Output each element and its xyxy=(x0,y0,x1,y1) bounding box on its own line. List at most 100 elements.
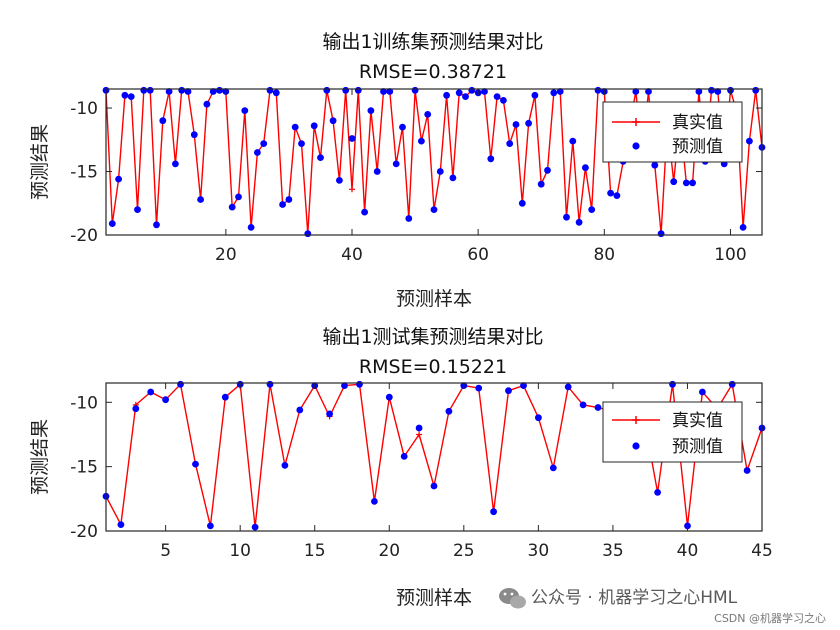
test-ytick-label: -15 xyxy=(70,458,98,478)
test-true-point xyxy=(416,431,423,438)
test-x-axis-label: 预测样本 xyxy=(396,587,472,609)
train-pred-point xyxy=(455,89,463,97)
test-pred-point xyxy=(251,523,259,531)
train-pred-point xyxy=(556,88,564,95)
train-pred-point xyxy=(563,213,570,221)
watermark-sub: CSDN @机器学习之心 xyxy=(714,611,826,625)
train-pred-point xyxy=(714,88,722,95)
test-pred-point xyxy=(728,380,736,388)
train-pred-point xyxy=(342,86,350,94)
test-pred-point xyxy=(177,380,184,388)
train-legend-true-label: 真实值 xyxy=(672,113,723,133)
train-pred-point xyxy=(411,86,419,94)
train-pred-point xyxy=(354,86,362,94)
train-pred-point xyxy=(594,86,602,94)
test-legend-box xyxy=(602,401,743,463)
test-pred-point xyxy=(132,405,140,413)
train-pred-point xyxy=(739,224,747,231)
test-pred-point xyxy=(341,382,348,389)
test-pred-point xyxy=(371,498,378,505)
test-xtick-label: 10 xyxy=(229,541,251,561)
test-legend-pred-marker xyxy=(632,442,640,450)
train-pred-point xyxy=(272,89,280,97)
train-pred-point xyxy=(121,91,129,99)
train-pred-point xyxy=(108,220,116,228)
train-pred-point xyxy=(329,117,337,125)
test-pred-point xyxy=(415,424,423,432)
train-pred-point xyxy=(228,203,236,211)
train-pred-point xyxy=(184,88,192,95)
train-pred-point xyxy=(348,135,356,142)
train-legend: 真实值 预测值 xyxy=(602,101,743,163)
train-pred-point xyxy=(153,221,160,229)
test-series-layer xyxy=(102,380,766,531)
test-chart-title: 输出1测试集预测结果对比 xyxy=(322,326,543,348)
train-pred-point xyxy=(209,88,217,95)
train-legend-true-marker xyxy=(632,118,640,126)
test-pred-point xyxy=(594,404,602,411)
test-pred-point xyxy=(505,387,512,395)
train-xtick-label: 60 xyxy=(467,245,489,265)
test-chart: 输出1测试集预测结果对比 RMSE=0.15221 5 10 15 20 25 30 35 4… xyxy=(29,326,773,609)
train-pred-point xyxy=(405,215,413,222)
test-chart-subtitle: RMSE=0.15221 xyxy=(359,356,507,378)
test-pred-point xyxy=(699,388,706,396)
train-pred-point xyxy=(544,166,551,174)
test-pred-point xyxy=(490,508,497,516)
test-pred-point xyxy=(535,414,542,422)
train-y-axis-label: 预测结果 xyxy=(29,124,51,200)
train-pred-point xyxy=(575,218,583,226)
train-pred-point xyxy=(689,179,696,187)
train-pred-point xyxy=(235,193,242,201)
train-pred-point xyxy=(632,88,640,95)
test-axes-box xyxy=(105,382,763,532)
train-pred-point xyxy=(159,117,167,125)
train-axes-box xyxy=(105,88,763,236)
test-pred-point xyxy=(385,393,393,401)
test-pred-point xyxy=(564,383,572,391)
test-ytick-label: -10 xyxy=(70,393,98,413)
train-pred-point xyxy=(197,196,205,203)
train-pred-point xyxy=(550,89,558,97)
train-pred-point xyxy=(203,100,211,108)
train-xtick-label: 40 xyxy=(341,245,363,265)
test-xtick-label: 35 xyxy=(602,541,624,561)
test-xtick-label: 20 xyxy=(378,541,400,561)
train-pred-point xyxy=(657,230,665,238)
test-xtick-label: 45 xyxy=(751,541,773,561)
train-pred-point xyxy=(645,88,652,95)
train-pred-point xyxy=(682,179,690,187)
train-ytick-label: -20 xyxy=(70,226,98,246)
train-pred-point xyxy=(323,86,331,94)
train-pred-point xyxy=(310,122,318,130)
test-pred-point xyxy=(221,393,229,401)
train-pred-point xyxy=(500,97,507,104)
train-chart: 输出1训练集预测结果对比 RMSE=0.38721 20 40 60 80 100 -10… xyxy=(29,31,766,310)
train-xtick-label: 20 xyxy=(215,245,237,265)
test-pred-point xyxy=(669,380,676,388)
test-pred-point xyxy=(162,396,170,404)
train-pred-point xyxy=(695,88,703,95)
train-pred-point xyxy=(247,224,255,231)
watermark: 公众号 · 机器学习之心HML CSDN @机器学习之心 xyxy=(499,588,826,625)
train-pred-point xyxy=(752,86,760,94)
train-pred-point xyxy=(436,168,444,175)
train-chart-title: 输出1训练集预测结果对比 xyxy=(322,31,543,53)
test-xtick-label: 15 xyxy=(304,541,326,561)
train-x-axis-label: 预测样本 xyxy=(396,288,472,310)
train-pred-point xyxy=(392,160,400,168)
train-pred-point xyxy=(746,137,753,145)
train-pred-point xyxy=(317,154,324,162)
train-pred-point xyxy=(708,86,715,94)
train-pred-point xyxy=(285,196,293,203)
test-y-axis-label: 预测结果 xyxy=(29,419,51,495)
train-pred-point xyxy=(266,86,274,94)
test-legend-true-marker xyxy=(632,416,640,424)
train-pred-point xyxy=(386,88,394,95)
test-pred-point xyxy=(475,384,483,392)
train-xtick-label: 100 xyxy=(714,245,746,265)
train-pred-point xyxy=(531,91,539,99)
train-pred-point xyxy=(399,123,406,131)
train-pred-point xyxy=(373,168,381,175)
